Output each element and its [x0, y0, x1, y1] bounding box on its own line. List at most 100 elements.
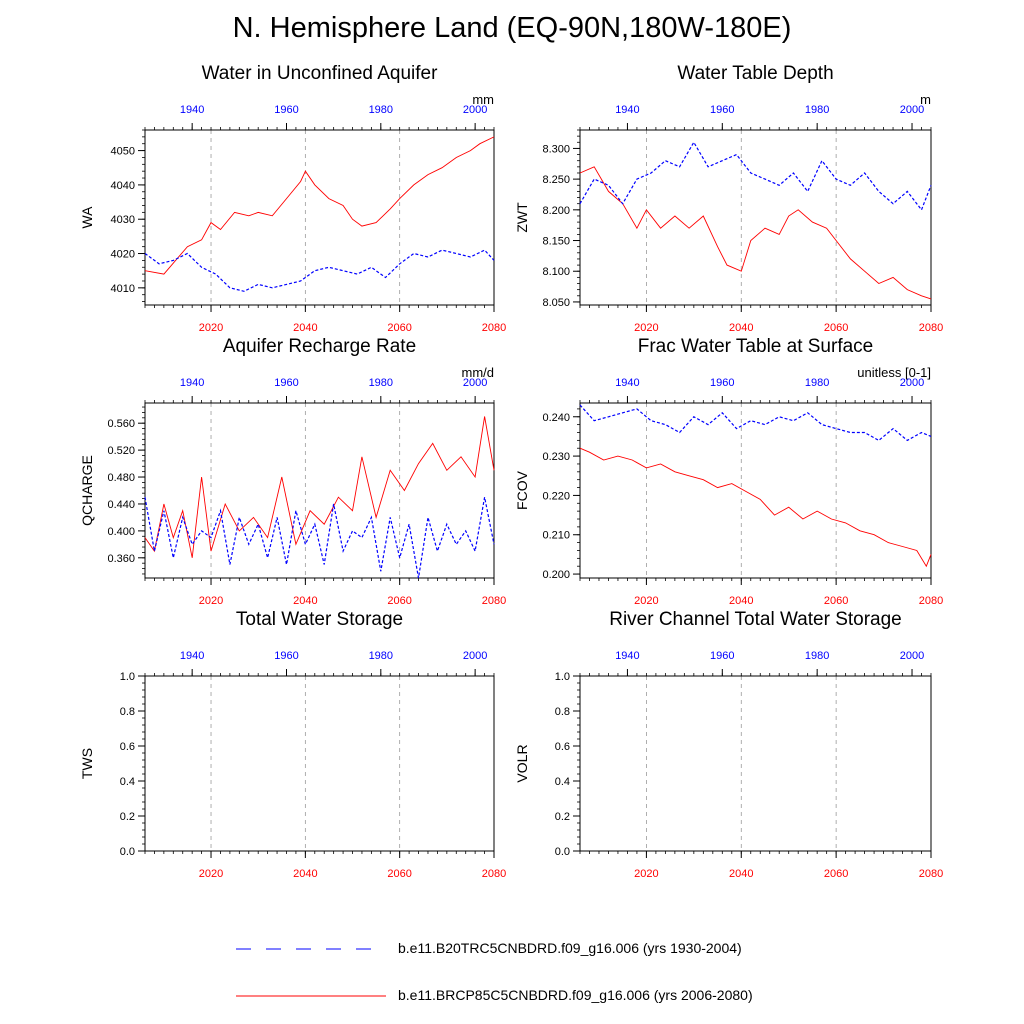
y-tick-label: 0.0	[555, 846, 570, 858]
series-line-future	[144, 416, 495, 558]
series-line-historical	[579, 141, 932, 212]
x-tick-label-hist: 2000	[463, 377, 487, 389]
y-tick-label: 8.100	[542, 266, 570, 278]
panel-units: mm/d	[462, 365, 495, 380]
y-tick-label: 0.4	[555, 776, 570, 788]
panel-title: Water Table Depth	[677, 63, 833, 84]
y-tick-label: 8.200	[542, 205, 570, 217]
x-tick-label-hist: 1980	[805, 650, 829, 662]
x-tick-label-hist: 1980	[369, 377, 393, 389]
y-tick-label: 0.220	[542, 490, 570, 502]
x-tick-label-hist: 1980	[805, 104, 829, 116]
x-tick-label-hist: 1980	[805, 377, 829, 389]
y-axis-label: WA	[79, 206, 95, 229]
x-tick-label-future: 2040	[293, 868, 317, 880]
y-tick-label: 0.360	[107, 553, 135, 565]
panel-2: Aquifer Recharge Rate mm/d 0.360 0.400 0.440…	[79, 336, 506, 607]
y-tick-label: 0.560	[107, 418, 135, 430]
x-tick-label-future: 2080	[482, 595, 506, 607]
x-tick-label-hist: 1960	[710, 104, 734, 116]
series-line-future	[579, 166, 932, 300]
x-tick-label-future: 2040	[729, 322, 753, 334]
x-tick-label-future: 2020	[199, 868, 223, 880]
y-tick-label: 0.2	[120, 811, 135, 823]
x-tick-label-future: 2020	[199, 322, 223, 334]
x-tick-label-hist: 1940	[180, 377, 204, 389]
y-tick-label: 0.400	[107, 526, 135, 538]
y-tick-label: 4050	[111, 146, 135, 158]
series-line-future	[144, 136, 495, 275]
x-tick-label-hist: 2000	[900, 650, 924, 662]
x-tick-label-hist: 2000	[900, 104, 924, 116]
panel-title: Aquifer Recharge Rate	[223, 336, 416, 357]
x-tick-label-hist: 1980	[369, 104, 393, 116]
y-tick-label: 4040	[111, 180, 135, 192]
panel-3: Frac Water Table at Surface unitless [0-1…	[514, 336, 943, 607]
x-tick-label-future: 2080	[482, 868, 506, 880]
y-tick-label: 8.150	[542, 236, 570, 248]
x-tick-label-future: 2060	[387, 868, 411, 880]
y-tick-label: 0.230	[542, 451, 570, 463]
x-tick-label-future: 2060	[824, 868, 848, 880]
panel-units: unitless [0-1]	[857, 365, 931, 380]
x-tick-label-future: 2080	[919, 322, 943, 334]
plot-frame	[144, 675, 495, 852]
x-tick-label-hist: 1940	[615, 104, 639, 116]
legend-label-historical: b.e11.B20TRC5CNBDRD.f09_g16.006 (yrs 193…	[398, 940, 742, 956]
y-tick-label: 0.6	[555, 741, 570, 753]
panel-units: m	[920, 92, 931, 107]
panel-title: Total Water Storage	[236, 609, 403, 630]
series-line-historical	[144, 249, 495, 292]
x-tick-label-hist: 1940	[615, 377, 639, 389]
x-tick-label-hist: 1960	[274, 377, 298, 389]
x-tick-label-future: 2080	[482, 322, 506, 334]
x-tick-label-hist: 1960	[710, 377, 734, 389]
y-axis-label: VOLR	[514, 744, 530, 782]
y-axis-label: QCHARGE	[79, 455, 95, 526]
figure-title: N. Hemisphere Land (EQ-90N,180W-180E)	[232, 12, 792, 44]
y-tick-label: 0.4	[120, 776, 135, 788]
x-tick-label-hist: 1960	[274, 650, 298, 662]
y-tick-label: 0.6	[120, 741, 135, 753]
y-tick-label: 0.440	[107, 499, 135, 511]
plot-frame	[579, 402, 932, 579]
plot-frame	[144, 402, 495, 579]
x-tick-label-future: 2080	[919, 595, 943, 607]
y-tick-label: 0.480	[107, 472, 135, 484]
y-tick-label: 0.520	[107, 445, 135, 457]
panel-title: River Channel Total Water Storage	[609, 609, 902, 630]
plot-frame	[579, 675, 932, 852]
plot-frame	[144, 129, 495, 306]
y-axis-label: ZWT	[514, 202, 530, 233]
y-tick-label: 0.8	[120, 706, 135, 718]
x-tick-label-future: 2020	[634, 868, 658, 880]
series-line-future	[579, 447, 932, 568]
x-tick-label-hist: 2000	[900, 377, 924, 389]
x-tick-label-future: 2020	[634, 595, 658, 607]
y-axis-label: TWS	[79, 748, 95, 779]
x-tick-label-hist: 1940	[180, 104, 204, 116]
legend-label-future: b.e11.BRCP85C5CNBDRD.f09_g16.006 (yrs 20…	[398, 987, 753, 1003]
x-tick-label-future: 2040	[293, 322, 317, 334]
y-tick-label: 4030	[111, 214, 135, 226]
y-tick-label: 8.050	[542, 297, 570, 309]
x-tick-label-future: 2080	[919, 868, 943, 880]
x-tick-label-future: 2040	[729, 868, 753, 880]
x-tick-label-future: 2060	[387, 595, 411, 607]
y-tick-label: 4010	[111, 283, 135, 295]
x-tick-label-hist: 1940	[180, 650, 204, 662]
x-tick-label-hist: 2000	[463, 104, 487, 116]
panel-units: mm	[472, 92, 494, 107]
x-tick-label-hist: 1960	[274, 104, 298, 116]
series-line-historical	[579, 404, 932, 442]
series-line-historical	[144, 497, 495, 579]
y-axis-label: FCOV	[514, 470, 530, 510]
x-tick-label-hist: 1960	[710, 650, 734, 662]
x-tick-label-hist: 2000	[463, 650, 487, 662]
y-tick-label: 1.0	[120, 671, 135, 683]
x-tick-label-future: 2020	[199, 595, 223, 607]
y-tick-label: 4020	[111, 249, 135, 261]
y-tick-label: 0.240	[542, 412, 570, 424]
x-tick-label-future: 2040	[293, 595, 317, 607]
